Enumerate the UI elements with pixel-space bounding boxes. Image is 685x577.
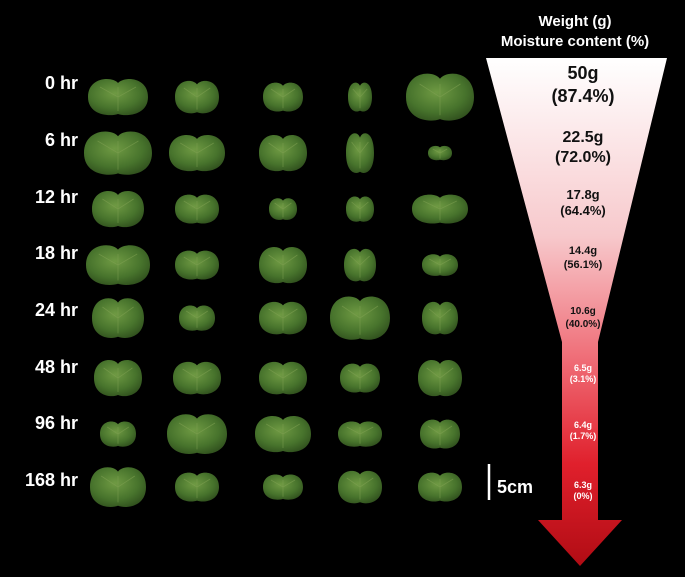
moisture-value: (72.0%) bbox=[554, 149, 612, 166]
row-label-0hr: 0 hr bbox=[44, 73, 78, 93]
leaf-vein-18hr-sample-2 bbox=[183, 256, 211, 277]
row-label-18hr: 18 hr bbox=[34, 243, 78, 263]
measurement-48hr: 6.5g (3.1%) bbox=[515, 363, 651, 386]
leaf-vein-0hr-sample-5 bbox=[419, 83, 461, 116]
leaf-vein-12hr-sample-4 bbox=[351, 201, 369, 219]
weight-value: 22.5g bbox=[562, 129, 604, 146]
leaf-vein-168hr-sample-3 bbox=[270, 479, 296, 497]
leaf-vein-6hr-sample-3 bbox=[268, 142, 298, 167]
moisture-value: (1.7%) bbox=[569, 431, 597, 442]
row-label-12hr: 12 hr bbox=[34, 187, 78, 207]
row-label-6hr: 6 hr bbox=[44, 130, 78, 150]
moisture-value: (87.4%) bbox=[551, 85, 615, 106]
measurement-12hr: 17.8g (64.4%) bbox=[515, 187, 651, 220]
measurement-6hr: 22.5g (72.0%) bbox=[515, 128, 651, 168]
leaf-vein-0hr-sample-4 bbox=[352, 88, 368, 109]
measurement-18hr: 14.4g (56.1%) bbox=[515, 245, 651, 273]
leaf-vein-18hr-sample-4 bbox=[350, 255, 370, 278]
leaf-vein-12hr-sample-3 bbox=[274, 202, 292, 218]
leaf-vein-24hr-sample-4 bbox=[341, 305, 379, 335]
leaf-vein-6hr-sample-1 bbox=[97, 140, 139, 170]
leaf-vein-12hr-sample-5 bbox=[423, 200, 457, 221]
leaf-vein-48hr-sample-4 bbox=[347, 369, 373, 390]
moisture-value: (64.4%) bbox=[560, 203, 606, 219]
weight-value: 6.4g bbox=[573, 420, 592, 430]
leaf-vein-96hr-sample-3 bbox=[265, 423, 301, 448]
leaf-vein-48hr-sample-5 bbox=[426, 367, 454, 392]
leaf-vein-96hr-sample-1 bbox=[106, 426, 130, 444]
row-label-48hr: 48 hr bbox=[34, 357, 78, 377]
leaf-vein-96hr-sample-4 bbox=[346, 426, 374, 444]
funnel-arrow bbox=[486, 58, 667, 566]
row-label-24hr: 24 hr bbox=[34, 300, 78, 320]
leaf-vein-24hr-sample-2 bbox=[185, 310, 209, 328]
leaf-vein-0hr-sample-1 bbox=[99, 86, 137, 111]
leaf-vein-48hr-sample-2 bbox=[182, 368, 212, 391]
header-weight: Weight (g) bbox=[538, 13, 612, 30]
leaf-vein-0hr-sample-2 bbox=[183, 87, 211, 110]
leaf-vein-24hr-sample-3 bbox=[268, 308, 298, 331]
moisture-value: (3.1%) bbox=[569, 374, 597, 385]
moisture-value: (56.1%) bbox=[563, 258, 603, 271]
leaf-vein-24hr-sample-5 bbox=[428, 308, 452, 331]
leaf-vein-12hr-sample-1 bbox=[102, 198, 134, 223]
leaf-vein-18hr-sample-1 bbox=[98, 253, 138, 281]
measurement-0hr: 50g (87.4%) bbox=[515, 62, 651, 107]
moisture-value: (40.0%) bbox=[565, 318, 601, 330]
leaf-vein-168hr-sample-5 bbox=[426, 478, 454, 499]
leaf-vein-6hr-sample-4 bbox=[351, 141, 369, 169]
weight-value: 6.5g bbox=[573, 363, 592, 373]
moisture-value: (0%) bbox=[573, 491, 593, 502]
weight-value: 17.8g bbox=[566, 187, 600, 202]
leaf-vein-168hr-sample-2 bbox=[183, 478, 211, 499]
leaf-vein-48hr-sample-3 bbox=[268, 368, 298, 391]
leaf-vein-6hr-sample-2 bbox=[179, 142, 215, 167]
measurement-24hr: 10.6g (40.0%) bbox=[515, 306, 651, 331]
leaf-vein-24hr-sample-1 bbox=[102, 306, 134, 334]
leaf-vein-168hr-sample-4 bbox=[346, 477, 374, 500]
leaf-vein-48hr-sample-1 bbox=[103, 367, 133, 392]
leaf-vein-6hr-sample-5 bbox=[432, 148, 448, 159]
leaf-vein-96hr-sample-2 bbox=[178, 422, 216, 450]
header-moisture: Moisture content (%) bbox=[500, 33, 650, 50]
weight-value: 10.6g bbox=[570, 306, 596, 317]
weight-value: 6.3g bbox=[573, 480, 592, 490]
measurement-168hr: 6.3g (0%) bbox=[515, 480, 651, 503]
funnel-header: Weight (g) Moisture content (%) bbox=[470, 12, 680, 52]
leaf-vein-18hr-sample-5 bbox=[429, 258, 451, 274]
leaf-vein-0hr-sample-3 bbox=[270, 88, 296, 109]
row-label-96hr: 96 hr bbox=[34, 413, 78, 433]
leaf-vein-96hr-sample-5 bbox=[427, 425, 453, 446]
row-label-168hr: 168 hr bbox=[24, 470, 78, 490]
weight-value: 14.4g bbox=[568, 245, 598, 257]
leaf-vein-168hr-sample-1 bbox=[100, 475, 136, 503]
measurement-96hr: 6.4g (1.7%) bbox=[515, 420, 651, 443]
leaf-vein-18hr-sample-3 bbox=[268, 254, 298, 279]
scale-bar-label: 5cm bbox=[497, 477, 534, 497]
weight-value: 50g bbox=[567, 63, 599, 83]
leaf-vein-12hr-sample-2 bbox=[183, 200, 211, 221]
